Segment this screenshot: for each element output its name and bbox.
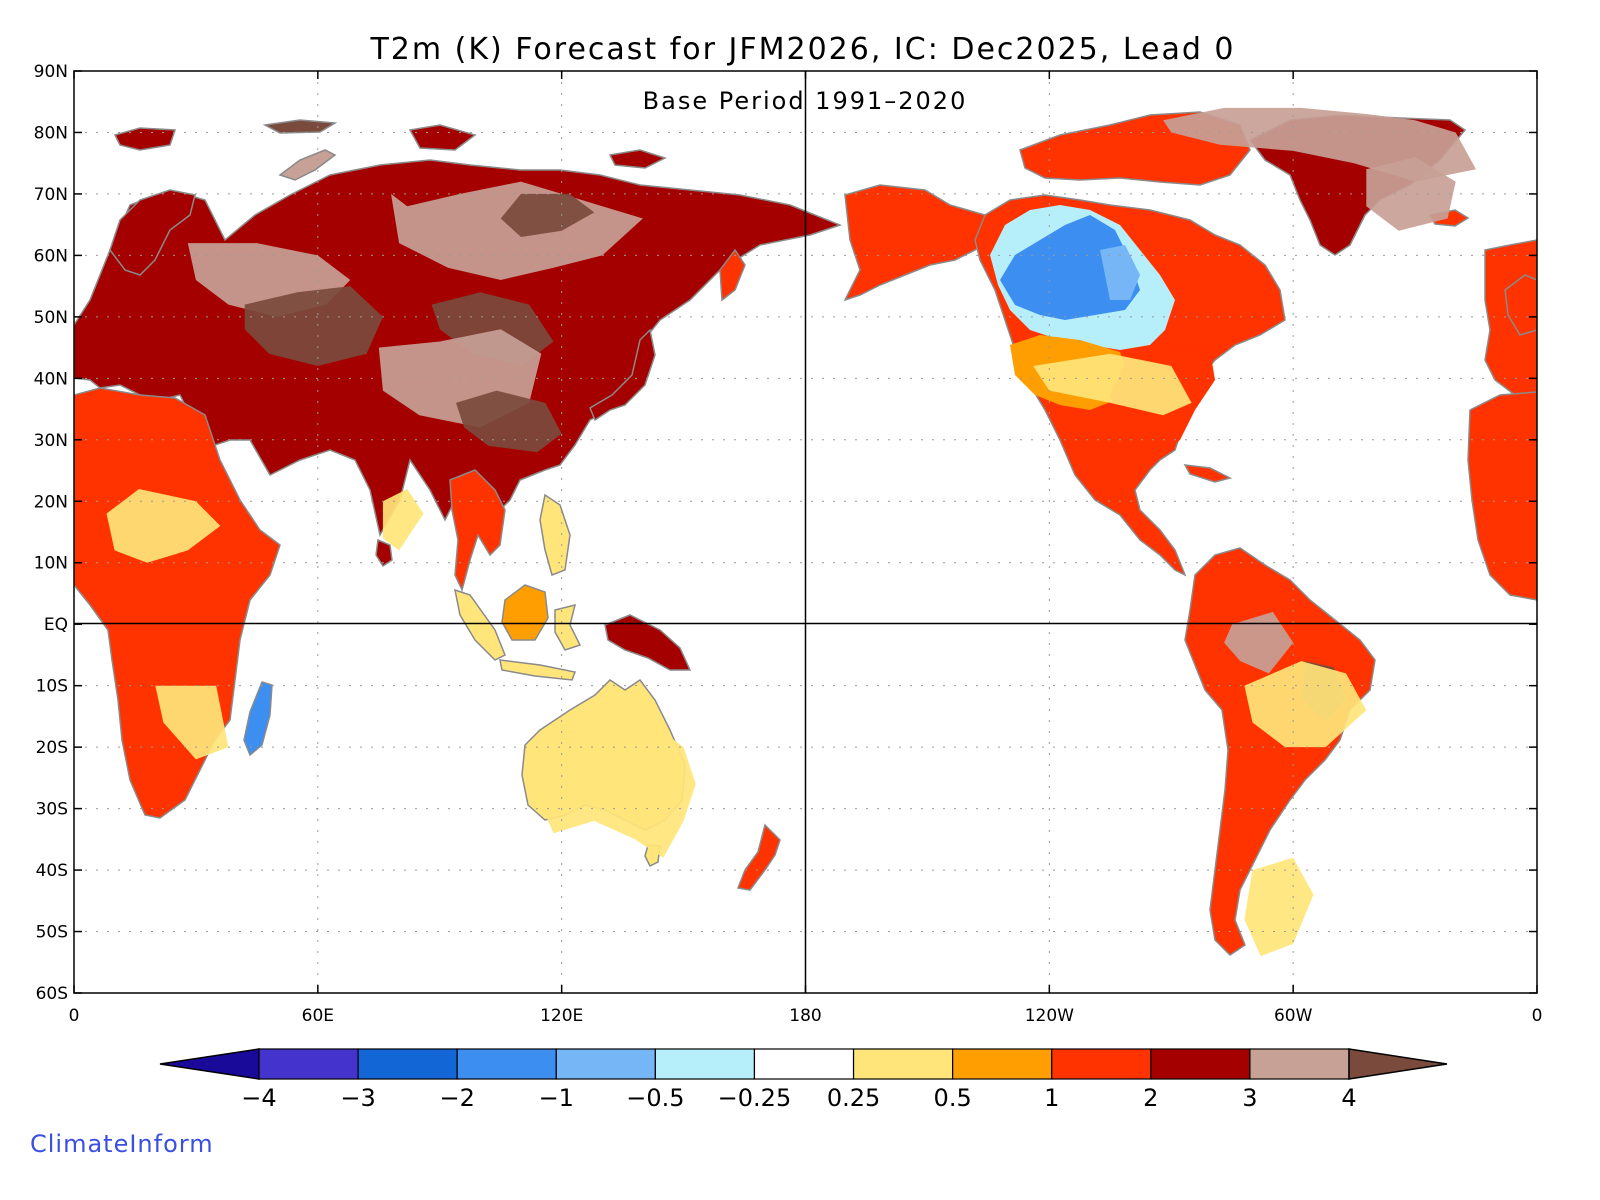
colorbar-box <box>456 1048 557 1080</box>
colorbar-label: −1 <box>539 1084 574 1112</box>
colorbar-label: 0.25 <box>827 1084 880 1112</box>
map-plot-area <box>73 70 1538 994</box>
anomaly-region-16 <box>1244 661 1367 748</box>
longitude-axis: 0 60E 120E 180 120W 60W 0 <box>69 71 1543 1026</box>
anomaly-canada-mild <box>1100 245 1140 300</box>
lat-tick-label: 50N <box>34 308 68 328</box>
land-alaska <box>843 184 1002 302</box>
colorbar-low-arrow <box>159 1048 260 1080</box>
colorbar-box <box>654 1048 756 1080</box>
colorbar-box <box>952 1048 1053 1080</box>
lat-tick-label: 30S <box>36 800 68 820</box>
land-sulawesi <box>554 603 582 651</box>
anomaly-region-12 <box>155 685 229 760</box>
lon-tick-label: 60E <box>302 1006 334 1026</box>
anomaly-region-13 <box>382 489 424 551</box>
land-sri-lanka <box>375 538 393 568</box>
colorbar-label: 0.5 <box>934 1084 972 1112</box>
lat-tick-label: 20N <box>34 492 68 512</box>
latitude-axis: 90N 80N 70N 60N 50N 40N 30N 20N 10N EQ 10S 20S 30S 40… <box>34 62 1537 1004</box>
colorbar-box <box>1051 1048 1152 1080</box>
land-severnaya <box>408 124 477 151</box>
colorbar-box <box>1150 1048 1251 1080</box>
colorbar-box <box>852 1048 954 1080</box>
land-svalbard <box>113 127 177 151</box>
anomaly-region-11 <box>106 489 221 563</box>
lat-tick-label: 50S <box>36 923 68 943</box>
anomaly-region-3 <box>244 286 383 366</box>
lon-tick-label: 60W <box>1274 1006 1313 1026</box>
colorbar-label: 3 <box>1242 1084 1257 1112</box>
land-cuba <box>1183 464 1233 483</box>
chart-title: T2m (K) Forecast for JFM2026, IC: Dec202… <box>369 32 1235 67</box>
colorbar-label: −2 <box>439 1084 474 1112</box>
land-indochina <box>449 469 506 593</box>
colorbar-label: −3 <box>340 1084 375 1112</box>
lat-tick-label: 20S <box>36 738 68 758</box>
chart-subtitle: Base Period 1991–2020 <box>643 87 968 115</box>
colorbar-high-arrow <box>1348 1048 1448 1080</box>
anomaly-region-15 <box>1033 353 1192 416</box>
land-new-siberian <box>608 149 667 169</box>
colorbar-label: −0.25 <box>718 1084 792 1112</box>
anomaly-region-9 <box>1224 611 1294 674</box>
anomaly-region-8 <box>1366 157 1456 231</box>
land-philippines <box>539 493 571 576</box>
anomaly-region-1 <box>500 193 595 237</box>
land-japan <box>589 328 656 422</box>
land-new-guinea <box>604 614 692 671</box>
land-franz-josef <box>262 119 338 134</box>
colorbar-label: 1 <box>1044 1084 1059 1112</box>
anomaly-region-14 <box>537 710 696 858</box>
lat-tick-label: EQ <box>44 615 68 635</box>
land-kamchatka <box>719 248 746 302</box>
lat-tick-label: 10S <box>36 677 68 697</box>
land-britain <box>1504 274 1537 336</box>
colorbar-box <box>753 1048 855 1080</box>
lat-tick-label: 70N <box>34 185 68 205</box>
colorbar-box <box>555 1048 656 1080</box>
land-sumatra <box>454 588 506 661</box>
lon-tick-label: 180 <box>789 1006 821 1026</box>
colorbar-label: −4 <box>241 1084 276 1112</box>
land-new-zealand <box>736 823 781 891</box>
lon-tick-label: 0 <box>69 1006 80 1026</box>
lat-tick-label: 10N <box>34 554 68 574</box>
colorbar-box <box>357 1048 458 1080</box>
colorbar-box <box>1249 1048 1350 1080</box>
lon-tick-label: 120E <box>540 1006 583 1026</box>
lat-tick-label: 40S <box>36 861 68 881</box>
land-africa-west-edge <box>1467 391 1537 601</box>
colorbar-label: 2 <box>1143 1084 1158 1112</box>
map-gridlines <box>74 71 1537 993</box>
anomaly-canada-cold <box>1000 215 1140 320</box>
land-scandinavia <box>109 189 196 276</box>
land-africa <box>74 387 281 819</box>
lat-tick-label: 60N <box>34 246 68 266</box>
anomaly-region-6 <box>456 390 562 453</box>
land-borneo <box>501 584 549 641</box>
lon-tick-label: 0 <box>1532 1006 1543 1026</box>
land-java <box>499 659 577 681</box>
colorbar-label: −0.5 <box>626 1084 684 1112</box>
lat-tick-label: 60S <box>36 984 68 1004</box>
colorbar-label: 4 <box>1341 1084 1356 1112</box>
lat-tick-label: 90N <box>34 62 68 82</box>
lon-tick-label: 120W <box>1025 1006 1074 1026</box>
land-novaya-zemlya <box>278 149 337 181</box>
colorbar: −4 −3 −2 −1 −0.5 −0.25 0.25 0.5 1 2 3 4 <box>159 1048 1448 1112</box>
lat-tick-label: 30N <box>34 431 68 451</box>
climateinform-label: ClimateInform <box>30 1130 214 1158</box>
lat-tick-label: 40N <box>34 369 68 389</box>
colorbar-box <box>258 1048 359 1080</box>
lat-tick-label: 80N <box>34 123 68 143</box>
land-anomaly-layer <box>74 107 1537 957</box>
land-madagascar <box>243 681 273 757</box>
